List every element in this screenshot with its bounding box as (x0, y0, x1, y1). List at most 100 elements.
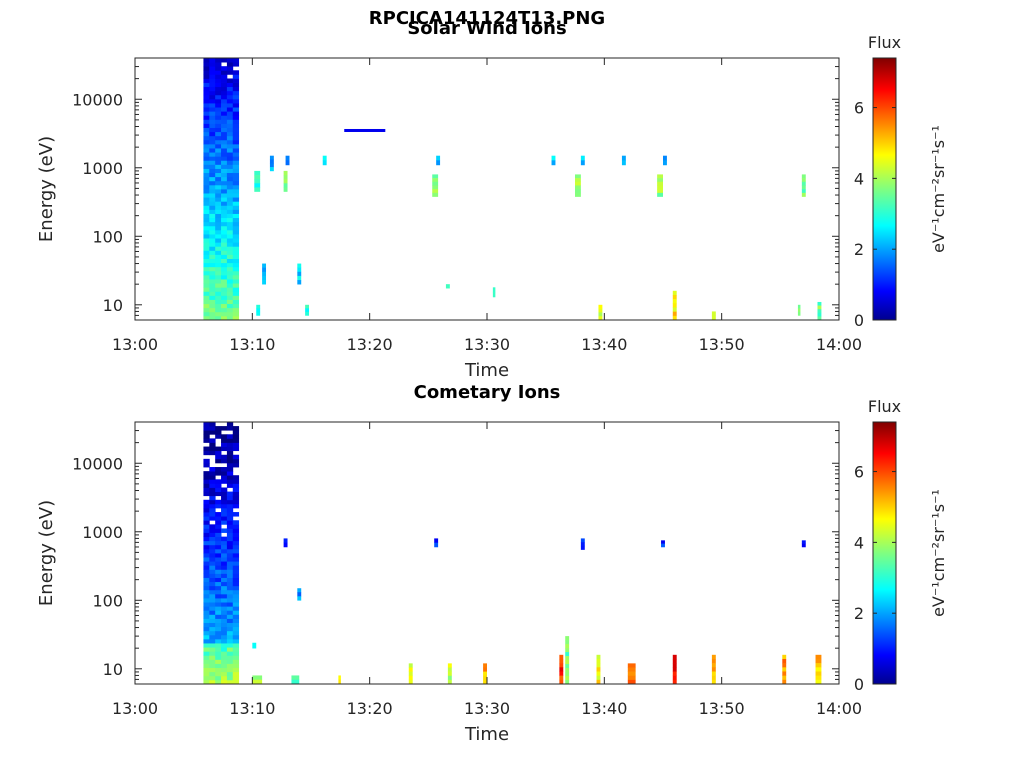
heatmap-cell (209, 540, 216, 546)
heatmap-cell (672, 675, 677, 681)
heatmap-cell (232, 291, 240, 296)
heatmap-cell (254, 170, 261, 176)
heatmap-cell (209, 66, 216, 71)
panel-title: Solar Wind Ions (407, 18, 566, 39)
heatmap-cell (226, 258, 234, 264)
heatmap-cell (232, 593, 240, 599)
heatmap-cell (221, 507, 228, 513)
heatmap-cell (596, 671, 601, 676)
heatmap-cell (203, 217, 210, 223)
heatmap-cell (215, 671, 222, 677)
heatmap-cell (215, 458, 222, 464)
heatmap-cell (232, 544, 240, 550)
heatmap-cell (226, 593, 234, 599)
heatmap-cell (226, 189, 234, 194)
heatmap-cell (232, 532, 240, 538)
heatmap-cell (232, 622, 240, 628)
heatmap-cell (221, 103, 228, 108)
heatmap-cell (221, 193, 228, 198)
heatmap-cell (232, 475, 240, 480)
heatmap-cell (215, 536, 222, 542)
heatmap-cell (209, 143, 216, 149)
heatmap-cell (209, 78, 216, 83)
heatmap-cell (203, 434, 210, 439)
heatmap-cell (226, 630, 234, 636)
heatmap-cell (815, 679, 822, 685)
heatmap-cell (559, 679, 564, 685)
heatmap-cell (215, 544, 222, 550)
heatmap-cell (209, 491, 216, 497)
heatmap-cell (209, 160, 216, 165)
heatmap-cell (226, 507, 234, 513)
heatmap-cell (269, 159, 274, 164)
heatmap-cell (209, 422, 216, 427)
heatmap-cell (232, 58, 240, 63)
heatmap-cell (209, 119, 216, 124)
heatmap-cell (215, 548, 222, 554)
heatmap-cell (226, 213, 234, 219)
heatmap-cell (221, 606, 228, 611)
heatmap-cell (203, 139, 210, 145)
heatmap-cell (209, 172, 216, 178)
heatmap-cell (209, 197, 216, 202)
heatmap-cell (203, 229, 210, 235)
heatmap-cell (203, 610, 210, 615)
heatmap-cell (221, 201, 228, 206)
heatmap-cell (215, 135, 222, 141)
heatmap-cell (203, 315, 210, 321)
heatmap-cell (203, 520, 210, 525)
heatmap-cell (209, 189, 216, 194)
heatmap-cell (232, 553, 240, 558)
heatmap-cell (232, 643, 240, 648)
heatmap-cell (215, 242, 222, 247)
heatmap-cell (221, 86, 228, 92)
heatmap-cell (221, 585, 228, 591)
heatmap-cell (203, 516, 210, 521)
heatmap-cell (221, 446, 228, 452)
heatmap-cell (215, 503, 222, 509)
heatmap-cell (221, 197, 228, 202)
heatmap-cell (226, 131, 234, 137)
heatmap-cell (232, 139, 240, 145)
heatmap-cell (232, 238, 240, 243)
heatmap-cell (215, 573, 222, 578)
heatmap-cell (232, 152, 240, 157)
heatmap-cell (226, 434, 234, 439)
heatmap-cell (232, 225, 240, 231)
heatmap-cell (221, 618, 228, 623)
heatmap-cell (215, 262, 222, 268)
heatmap-cell (209, 291, 216, 296)
heatmap-cell (209, 499, 216, 505)
heatmap-cell (232, 107, 240, 112)
heatmap-cell (215, 266, 222, 272)
heatmap-cell (203, 475, 210, 480)
heatmap-cell (232, 581, 240, 587)
heatmap-cell (221, 630, 228, 636)
heatmap-cell (203, 242, 210, 247)
colorbar-tick-label: 2 (854, 604, 864, 623)
heatmap-cell (226, 184, 234, 190)
heatmap-cell (672, 654, 677, 660)
heatmap-cell (408, 679, 413, 685)
heatmap-cell (203, 512, 210, 517)
heatmap-cell (226, 303, 234, 309)
heatmap-cell (203, 299, 210, 305)
heatmap-cell (221, 229, 228, 235)
heatmap-cell (221, 82, 228, 88)
heatmap-cell (203, 209, 210, 214)
heatmap-cell (203, 479, 210, 484)
heatmap-cell (483, 663, 487, 668)
heatmap-cell (782, 675, 787, 681)
heatmap-cell (209, 663, 216, 669)
heatmap-cell (226, 135, 234, 141)
heatmap-cell (215, 606, 222, 611)
colorbar-tick-label: 0 (854, 675, 864, 694)
heatmap-cell (215, 647, 222, 652)
heatmap-cell (203, 638, 210, 644)
heatmap-cell (203, 626, 210, 632)
x-tick-label: 13:40 (581, 699, 627, 718)
heatmap-cell (226, 622, 234, 628)
heatmap-cell (226, 107, 234, 112)
heatmap-cell (215, 446, 222, 452)
heatmap-cell (232, 602, 240, 607)
